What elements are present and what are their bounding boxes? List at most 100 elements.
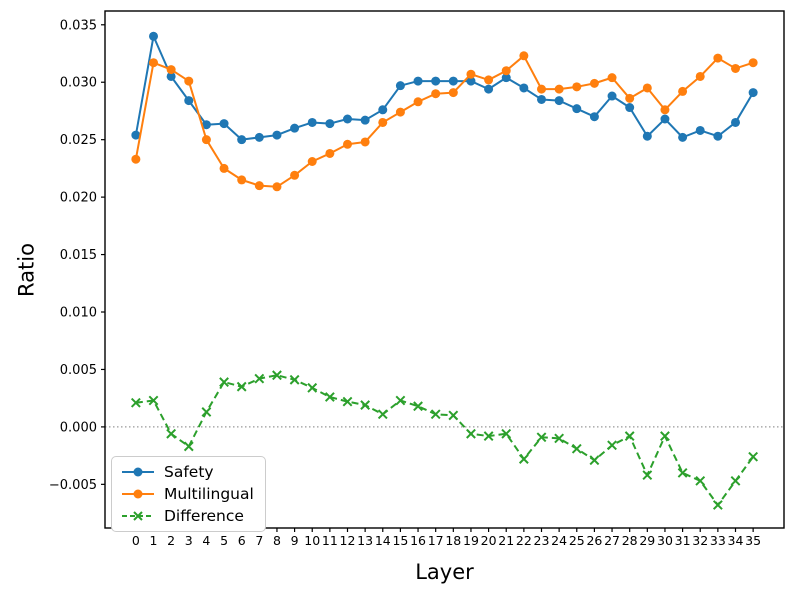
difference-marker [130, 397, 141, 408]
safety-marker [290, 123, 300, 133]
safety-marker [343, 114, 352, 124]
safety-marker [625, 103, 635, 113]
safety-marker [360, 115, 370, 125]
safety-marker [537, 94, 546, 104]
x-tick-label: 13 [357, 533, 373, 548]
x-tick-label: 17 [428, 533, 444, 548]
difference-marker [307, 382, 318, 393]
difference-marker [254, 373, 265, 384]
multilingual-marker [625, 93, 635, 103]
multilingual-marker [642, 83, 652, 93]
multilingual-marker [307, 157, 317, 167]
x-tick-label: 29 [639, 533, 655, 548]
multilingual-marker [607, 73, 617, 83]
y-tick-label: −0.005 [49, 478, 97, 493]
difference-marker [554, 433, 565, 444]
difference-marker [589, 455, 600, 466]
difference-marker [272, 370, 282, 381]
multilingual-marker [360, 137, 370, 147]
x-tick-label: 5 [220, 533, 228, 548]
safety-marker [660, 114, 670, 124]
difference-marker [571, 443, 582, 454]
difference-marker [148, 395, 159, 406]
multilingual-marker [572, 82, 582, 92]
multilingual-marker [431, 89, 441, 99]
legend-item-safety: Safety [121, 463, 254, 481]
safety-marker [748, 88, 758, 98]
safety-marker [589, 112, 599, 122]
x-tick-label: 16 [410, 533, 426, 548]
difference-marker [501, 428, 512, 439]
x-tick-label: 33 [710, 533, 726, 548]
difference-marker [236, 381, 247, 392]
multilingual-marker [272, 182, 282, 192]
safety-marker [607, 91, 617, 101]
safety-marker [519, 83, 529, 93]
y-tick-label: 0.000 [60, 420, 97, 435]
y-tick-label: 0.030 [60, 76, 97, 91]
multilingual-marker [501, 66, 511, 76]
safety-marker [572, 104, 582, 114]
legend: Safety Multilingual Difference [111, 456, 266, 532]
multilingual-marker [713, 53, 723, 63]
x-axis-label: Layer [415, 560, 474, 584]
y-tick-label: 0.005 [60, 363, 97, 378]
difference-marker [166, 428, 177, 439]
difference-marker [324, 392, 335, 402]
safety-marker [484, 84, 494, 94]
safety-marker [149, 31, 158, 41]
safety-marker [678, 132, 688, 142]
safety-marker [554, 96, 564, 106]
safety-marker [731, 117, 740, 127]
legend-label-difference: Difference [164, 507, 244, 525]
difference-marker [448, 410, 459, 421]
difference-marker [183, 441, 194, 452]
multilingual-marker [731, 63, 740, 73]
x-tick-label: 30 [657, 533, 673, 548]
x-tick-label: 20 [481, 533, 497, 548]
safety-marker [325, 119, 335, 129]
x-tick-label: 18 [445, 533, 461, 548]
x-tick-label: 34 [728, 533, 744, 548]
multilingual-marker [166, 65, 176, 75]
x-tick-label: 1 [150, 533, 158, 548]
multilingual-marker [149, 58, 158, 68]
x-tick-label: 19 [463, 533, 479, 548]
x-tick-label: 24 [551, 533, 567, 548]
x-tick-label: 27 [604, 533, 620, 548]
safety-marker [378, 105, 388, 115]
safety-line-sample-icon [122, 467, 154, 477]
difference-marker [219, 377, 229, 387]
y-tick-label: 0.010 [60, 306, 97, 321]
difference-marker [342, 396, 353, 407]
difference-line-sample-icon [122, 511, 154, 521]
safety-marker [219, 119, 229, 129]
x-tick-label: 0 [132, 533, 140, 548]
multilingual-marker [325, 148, 335, 158]
multilingual-marker [678, 86, 688, 96]
x-tick-label: 10 [304, 533, 320, 548]
x-tick-label: 23 [534, 533, 550, 548]
y-tick-label: 0.015 [60, 248, 97, 263]
multilingual-marker [589, 78, 599, 88]
safety-marker [237, 135, 247, 145]
x-tick-label: 9 [291, 533, 299, 548]
multilingual-marker [219, 163, 229, 173]
difference-marker [730, 475, 741, 486]
safety-marker [501, 73, 511, 83]
safety-marker [131, 130, 141, 140]
difference-marker [413, 401, 423, 412]
safety-marker [395, 81, 405, 91]
multilingual-marker [660, 105, 670, 115]
multilingual-marker [237, 175, 247, 185]
safety-marker [413, 76, 423, 86]
x-tick-label: 4 [202, 533, 210, 548]
x-tick-label: 3 [185, 533, 193, 548]
safety-marker [642, 131, 652, 141]
multilingual-marker [290, 170, 300, 180]
x-tick-label: 21 [498, 533, 514, 548]
multilingual-marker [554, 84, 564, 94]
safety-marker [713, 131, 723, 141]
multilingual-line-sample-icon [122, 489, 154, 499]
